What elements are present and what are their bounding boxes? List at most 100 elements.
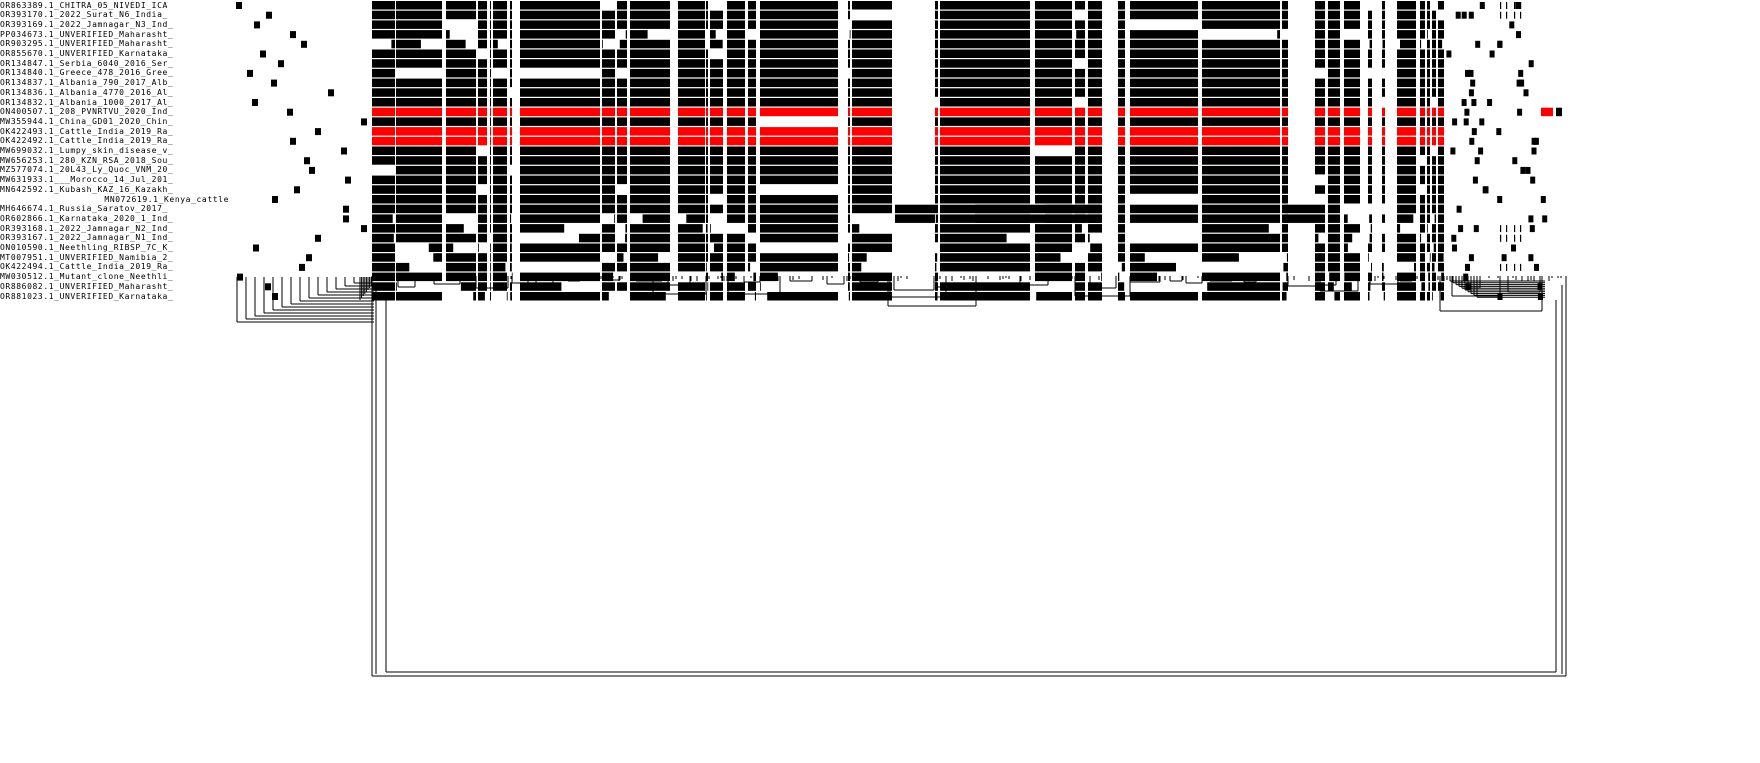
alignment-segment (478, 20, 487, 29)
alignment-segment (1075, 233, 1085, 243)
alignment-segment (490, 156, 491, 165)
alignment-segment (1035, 10, 1072, 20)
alignment-segment (1282, 146, 1288, 155)
alignment-segment (1382, 282, 1385, 291)
alignment-segment (1088, 78, 1102, 88)
alignment-segment (678, 59, 705, 68)
alignment-segment (940, 10, 1030, 20)
alignment-segment (1282, 175, 1288, 185)
alignment-segment (520, 214, 600, 223)
alignment-segment (710, 78, 723, 88)
alignment-segment (520, 165, 600, 175)
alignment-segment (1344, 136, 1360, 146)
alignment-segment (727, 127, 745, 136)
alignment-segment (446, 204, 476, 214)
alignment-segment (848, 204, 850, 214)
alignment-marker (278, 60, 284, 68)
alignment-segment (727, 156, 745, 165)
alignment-marker (254, 21, 260, 29)
alignment-segment (710, 20, 723, 29)
alignment-segment (686, 214, 705, 223)
alignment-segment (490, 136, 491, 146)
alignment-segment (372, 156, 395, 165)
alignment-segment (1420, 204, 1425, 214)
alignment-segment (630, 233, 670, 243)
alignment-segment (1434, 214, 1436, 223)
alignment-marker (1523, 89, 1529, 97)
alignment-segment (520, 282, 562, 291)
alignment-segment (678, 175, 705, 185)
alignment-segment (727, 146, 745, 155)
alignment-segment (748, 253, 756, 262)
alignment-segment (1088, 195, 1102, 204)
sequence-label: MN642592.1_Kubash_KAZ_16_Kazakh_ (0, 184, 174, 194)
alignment-segment (706, 156, 708, 165)
alignment-segment (1035, 262, 1072, 272)
alignment-segment (630, 272, 670, 282)
alignment-marker (1520, 263, 1522, 271)
alignment-segment (1382, 156, 1385, 165)
alignment-segment (396, 292, 442, 301)
alignment-segment (372, 98, 395, 107)
alignment-segment (727, 262, 745, 272)
alignment-marker (1514, 263, 1516, 271)
alignment-segment (1130, 272, 1157, 282)
alignment-segment (493, 59, 507, 68)
alignment-segment (428, 243, 442, 252)
alignment-segment (706, 204, 708, 214)
alignment-segment (1088, 127, 1102, 136)
alignment-segment (1202, 175, 1280, 185)
alignment-segment (510, 59, 512, 68)
alignment-segment (617, 1, 627, 10)
alignment-segment (1282, 78, 1288, 88)
alignment-segment (852, 1, 892, 10)
alignment-segment (1207, 282, 1280, 291)
alignment-segment (1440, 292, 1444, 301)
alignment-marker (272, 196, 278, 203)
alignment-segment (1118, 185, 1125, 194)
alignment-segment (372, 78, 395, 88)
alignment-segment (433, 253, 442, 262)
alignment-segment (510, 98, 512, 107)
alignment-marker (1497, 196, 1503, 203)
alignment-segment (706, 98, 708, 107)
alignment-segment (710, 156, 723, 165)
alignment-segment (446, 30, 450, 39)
alignment-segment (1315, 30, 1325, 39)
alignment-segment (1382, 78, 1385, 88)
alignment-segment (1282, 185, 1288, 194)
alignment-segment (1075, 224, 1082, 233)
alignment-marker (1483, 186, 1489, 194)
alignment-segment (1344, 224, 1360, 233)
alignment-segment (490, 68, 491, 78)
alignment-segment (1432, 233, 1436, 243)
alignment-segment (520, 127, 600, 136)
alignment-segment (478, 175, 487, 185)
alignment-segment (510, 136, 512, 146)
alignment-segment (478, 59, 487, 68)
alignment-segment (372, 195, 395, 204)
alignment-segment (848, 146, 850, 155)
alignment-segment (760, 214, 838, 223)
alignment-marker (253, 244, 259, 252)
alignment-segment (1202, 214, 1280, 223)
alignment-segment (630, 292, 666, 301)
alignment-segment (396, 233, 442, 243)
alignment-segment (940, 175, 1030, 185)
alignment-segment (1428, 272, 1430, 282)
alignment-segment (852, 175, 892, 185)
alignment-segment (478, 30, 487, 39)
alignment-segment (1075, 88, 1085, 97)
alignment-segment (852, 146, 892, 155)
alignment-segment (940, 243, 1030, 252)
alignment-segment (1427, 59, 1430, 68)
alignment-segment (1118, 127, 1125, 136)
alignment-segment (396, 136, 442, 146)
alignment-segment (1282, 243, 1288, 252)
alignment-segment (760, 272, 778, 282)
alignment-segment (1282, 127, 1288, 136)
alignment-segment (1118, 146, 1125, 155)
alignment-segment (748, 49, 756, 58)
sequence-label: OR903295.1_UNVERIFIED_Maharasht_ (0, 39, 174, 49)
alignment-segment (602, 156, 615, 165)
